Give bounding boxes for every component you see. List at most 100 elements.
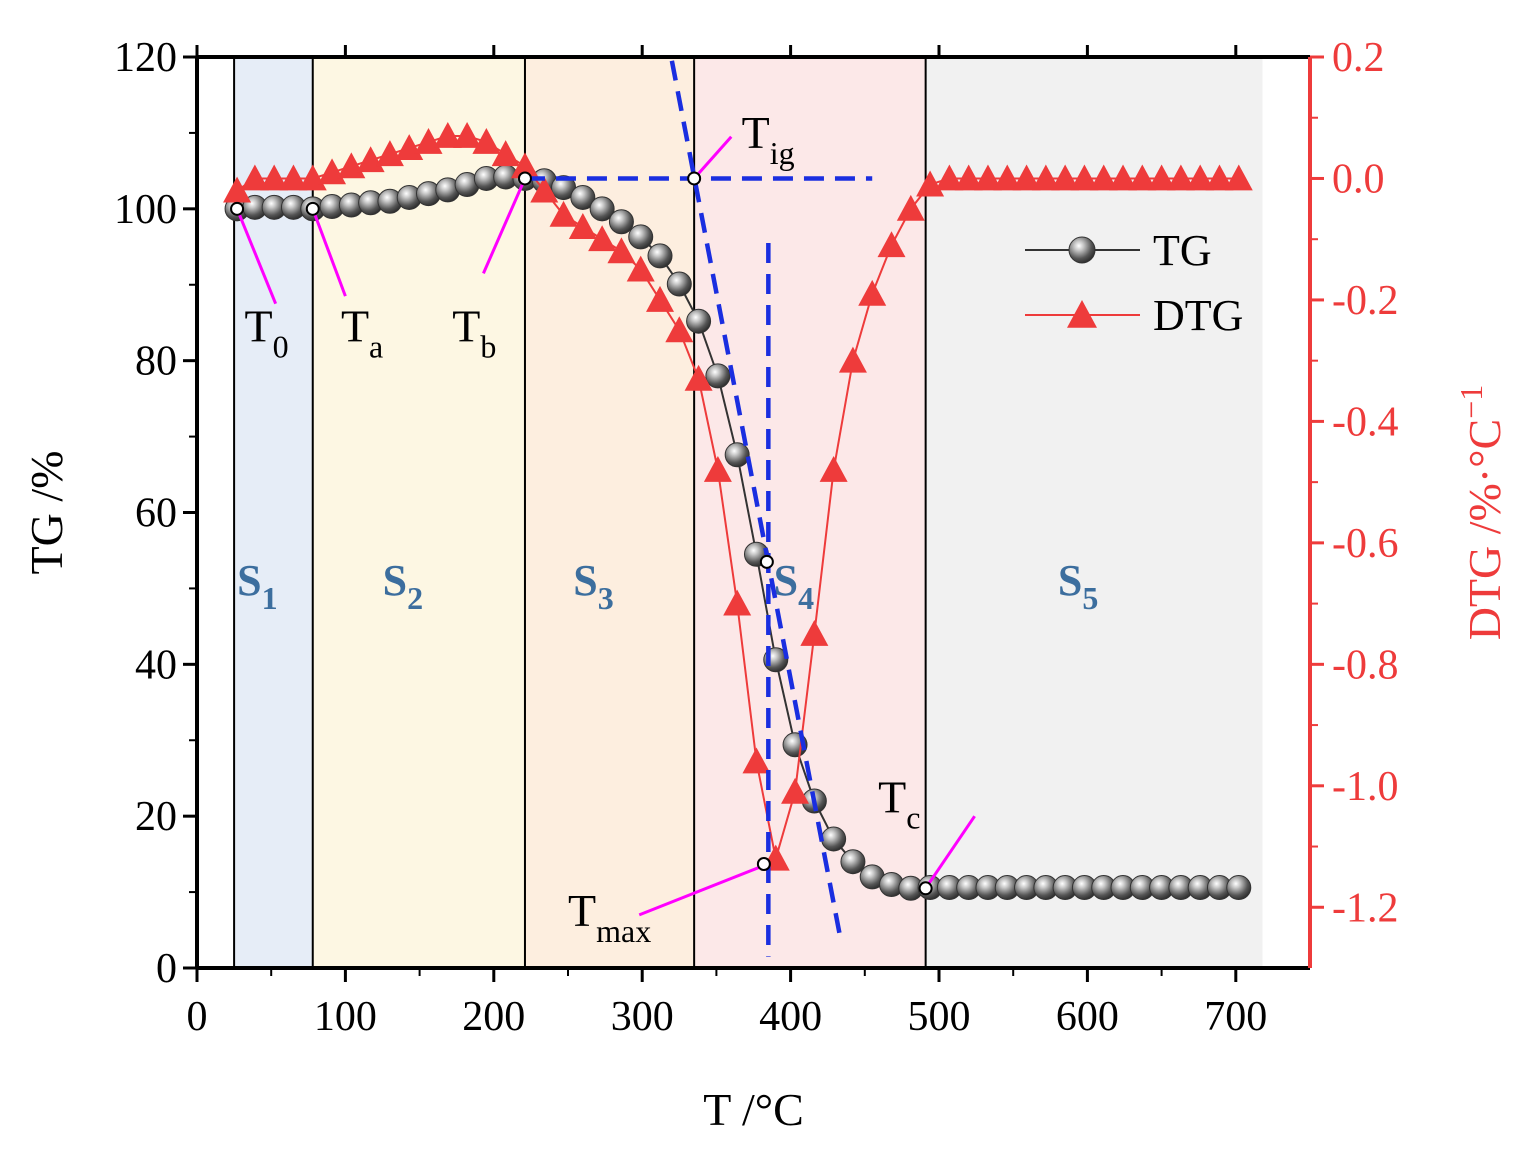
dtg-point	[453, 121, 482, 148]
leader-T0	[235, 208, 278, 305]
dtg-point	[279, 164, 308, 191]
label-Tig-main: T	[742, 107, 770, 158]
y-left-tick-label: 20	[135, 794, 177, 840]
dtg-point	[1070, 164, 1099, 191]
dtg-point	[742, 747, 771, 774]
stage-label-1-main: S	[237, 556, 261, 605]
y-right-tick-label: 0.2	[1332, 35, 1385, 81]
dtg-point	[240, 164, 269, 191]
x-tick-label: 100	[314, 994, 377, 1040]
y-right-tick-label: -0.6	[1332, 521, 1399, 567]
dtg-point	[819, 455, 848, 482]
dtg-point	[223, 176, 252, 203]
y-left-tick-label: 0	[156, 946, 177, 992]
point-T0	[230, 201, 245, 216]
dtg-point	[896, 194, 925, 221]
y-right-tick-label: -1.2	[1332, 885, 1399, 931]
dtg-series	[223, 121, 1253, 871]
tg-point	[840, 849, 866, 875]
x-tick-label: 600	[1056, 994, 1119, 1040]
stage-band-4	[694, 57, 926, 968]
dtg-point	[1031, 164, 1060, 191]
dtg-point	[723, 589, 752, 616]
dtg-point	[703, 455, 732, 482]
tg-point	[724, 442, 750, 468]
x-tick-label: 400	[759, 994, 822, 1040]
label-Tc-sub: c	[906, 799, 920, 835]
stage-label-5-main: S	[1058, 556, 1082, 605]
dtg-point	[1051, 164, 1080, 191]
dtg-point	[626, 255, 655, 282]
label-T0-main: T	[244, 301, 272, 352]
dtg-point	[588, 225, 617, 252]
dtg-point	[1089, 164, 1118, 191]
dtg-point	[1109, 164, 1138, 191]
point-Tb	[517, 171, 532, 186]
tg-point	[821, 826, 847, 852]
stage-label-2-main: S	[383, 556, 407, 605]
dtg-point	[954, 164, 983, 191]
label-Tig-sub: ig	[770, 135, 795, 171]
legend-dtg-label: DTG	[1153, 291, 1243, 340]
dtg-point	[433, 121, 462, 148]
y-left-tick-label: 120	[114, 35, 177, 81]
tg-point	[686, 308, 712, 334]
tg-point	[589, 196, 615, 222]
tg-point	[705, 363, 731, 389]
stage-label-5-sub: 5	[1082, 580, 1098, 616]
leader-Tig	[693, 135, 733, 180]
point-Tig	[687, 171, 702, 186]
stage-label-5: S5	[1058, 556, 1098, 616]
dtg-point	[877, 231, 906, 258]
dtg-point	[1224, 164, 1253, 191]
stage-label-4-main: S	[774, 556, 798, 605]
y-left-axis-title: TG /%	[21, 451, 72, 575]
tg-point	[628, 224, 654, 250]
label-T0: T0	[244, 301, 288, 365]
dtg-point	[491, 140, 520, 167]
y-left-tick-label: 60	[135, 491, 177, 537]
label-Tig: Tig	[742, 107, 795, 171]
x-axis-title: T /°C	[703, 1084, 804, 1135]
dtg-point	[1205, 164, 1234, 191]
stage-label-3-main: S	[573, 556, 597, 605]
x-tick-label: 0	[187, 994, 208, 1040]
y-right-axis-title: DTG /%·°C−1	[1453, 385, 1510, 641]
stage-label-3-sub: 3	[598, 580, 614, 616]
dtg-point	[781, 777, 810, 804]
dtg-point	[568, 213, 597, 239]
stage-band-5	[925, 57, 1263, 968]
label-Ta: Ta	[341, 301, 383, 365]
tg-series	[224, 164, 1252, 901]
stage-label-1-sub: 1	[262, 580, 278, 616]
dtg-point	[1186, 164, 1215, 191]
y-right-tick-label: -1.0	[1332, 764, 1399, 810]
dtg-point	[530, 176, 559, 203]
y-left-tick-label: 100	[114, 187, 177, 233]
point-Ta	[305, 201, 320, 216]
tg-point	[570, 184, 596, 210]
leader-Ta	[311, 208, 347, 297]
dtg-point	[607, 237, 636, 264]
leader-Tmax	[638, 864, 765, 917]
dtg-point	[1166, 164, 1195, 191]
x-tick-label: 700	[1204, 994, 1267, 1040]
stage-bands	[234, 57, 1263, 968]
legend: TG DTG	[1025, 226, 1243, 340]
y-right-axis-title-main: DTG /%·°C	[1459, 419, 1510, 641]
dtg-point	[665, 316, 694, 343]
dtg-point	[472, 128, 501, 154]
legend-dtg-marker	[1067, 300, 1097, 328]
dtg-point	[800, 619, 829, 646]
legend-tg-label: TG	[1153, 226, 1212, 275]
dtg-point	[684, 364, 713, 391]
y-left-tick-label: 40	[135, 642, 177, 688]
x-tick-label: 500	[908, 994, 971, 1040]
label-Tb-main: T	[452, 301, 480, 352]
label-Tmax: Tmax	[568, 885, 651, 949]
dtg-point	[935, 164, 964, 191]
stage-label-4: S4	[774, 556, 814, 616]
characteristic-points	[230, 171, 933, 896]
